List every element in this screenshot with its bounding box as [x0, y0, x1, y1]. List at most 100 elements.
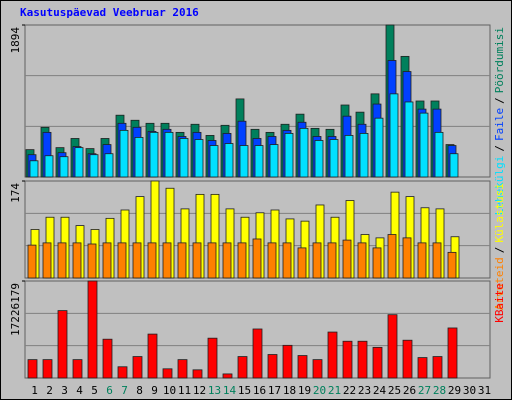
bar [282, 344, 293, 379]
bar [192, 242, 202, 279]
bar [404, 101, 414, 178]
x-tick-label: 31 [478, 384, 491, 397]
x-tick-label: 22 [343, 384, 356, 397]
y-tick-label: 17226179 [9, 283, 22, 336]
bar [102, 242, 112, 279]
bar [297, 355, 308, 379]
x-tick-label: 6 [106, 384, 113, 397]
bar [87, 243, 97, 279]
bar [284, 133, 294, 178]
bar [117, 366, 128, 379]
bar [282, 242, 292, 279]
bar [329, 139, 339, 178]
bar [417, 357, 428, 379]
bar [89, 154, 99, 178]
bar [449, 153, 459, 178]
bar [164, 131, 174, 178]
bar [357, 242, 367, 279]
bar [149, 131, 159, 178]
bar [209, 145, 219, 178]
x-tick-label: 14 [223, 384, 237, 397]
x-tick-label: 2 [46, 384, 53, 397]
bar [237, 356, 248, 379]
bar [237, 242, 247, 279]
bar [312, 242, 322, 279]
bar [42, 359, 53, 379]
bar [419, 112, 429, 178]
x-tick-label: 4 [76, 384, 83, 397]
bar [117, 242, 127, 279]
x-tick-label: 7 [121, 384, 128, 397]
bar [104, 153, 114, 178]
bar [72, 242, 82, 279]
bar [147, 333, 158, 379]
bar [132, 356, 143, 379]
x-tick-label: 17 [268, 384, 281, 397]
y-tick-label: 1894 [9, 27, 22, 54]
bar [147, 242, 157, 279]
legend: Arvuteid / Külastusi [493, 183, 506, 310]
legend: KBaite [493, 283, 506, 323]
x-tick-label: 3 [61, 384, 68, 397]
bar [132, 242, 142, 279]
legend-separator: / [493, 97, 506, 104]
x-tick-label: 5 [91, 384, 98, 397]
bar [344, 135, 354, 178]
bar [29, 160, 39, 178]
x-tick-label: 10 [163, 384, 176, 397]
bar [179, 138, 189, 178]
bar [194, 139, 204, 178]
x-tick-label: 16 [253, 384, 266, 397]
bar [27, 359, 38, 379]
bar [74, 147, 84, 178]
x-tick-label: 9 [151, 384, 158, 397]
x-tick-label: 27 [418, 384, 431, 397]
x-tick-label: 30 [463, 384, 476, 397]
bar [389, 93, 399, 178]
bar [374, 117, 384, 178]
bar [252, 328, 263, 379]
bar [57, 242, 67, 279]
chart-title: Kasutuspäevad Veebruar 2016 [20, 6, 199, 19]
x-tick-label: 13 [208, 384, 221, 397]
x-tick-label: 21 [328, 384, 341, 397]
bar [327, 331, 338, 379]
x-tick-label: 19 [298, 384, 311, 397]
bar [267, 354, 278, 379]
bar [222, 242, 232, 279]
bar [327, 242, 337, 279]
bar [252, 238, 262, 279]
bar [177, 242, 187, 279]
bar [447, 327, 458, 379]
bar [134, 137, 144, 178]
legend-entry: Faile [493, 108, 506, 141]
bar [224, 143, 234, 178]
legend-separator: / [493, 145, 506, 152]
bar [312, 359, 323, 379]
legend-separator: / [493, 247, 506, 254]
x-tick-label: 20 [313, 384, 326, 397]
bar [87, 280, 98, 379]
bar [192, 369, 203, 379]
bar [297, 247, 307, 279]
bar [417, 242, 427, 279]
bar [269, 144, 279, 178]
bar [372, 346, 383, 379]
x-tick-label: 1 [31, 384, 38, 397]
bar [59, 156, 69, 178]
bar [162, 242, 172, 279]
legend-entry: Pöördumisi [493, 27, 506, 93]
bar [342, 239, 352, 279]
bar [387, 314, 398, 379]
bar [357, 340, 368, 379]
bar [314, 140, 324, 178]
bar [27, 244, 37, 279]
bar [254, 145, 264, 178]
bar [102, 338, 113, 379]
bar [342, 340, 353, 379]
x-tick-label: 15 [238, 384, 251, 397]
bar [57, 310, 68, 379]
bar [402, 237, 412, 279]
bar [177, 359, 188, 379]
